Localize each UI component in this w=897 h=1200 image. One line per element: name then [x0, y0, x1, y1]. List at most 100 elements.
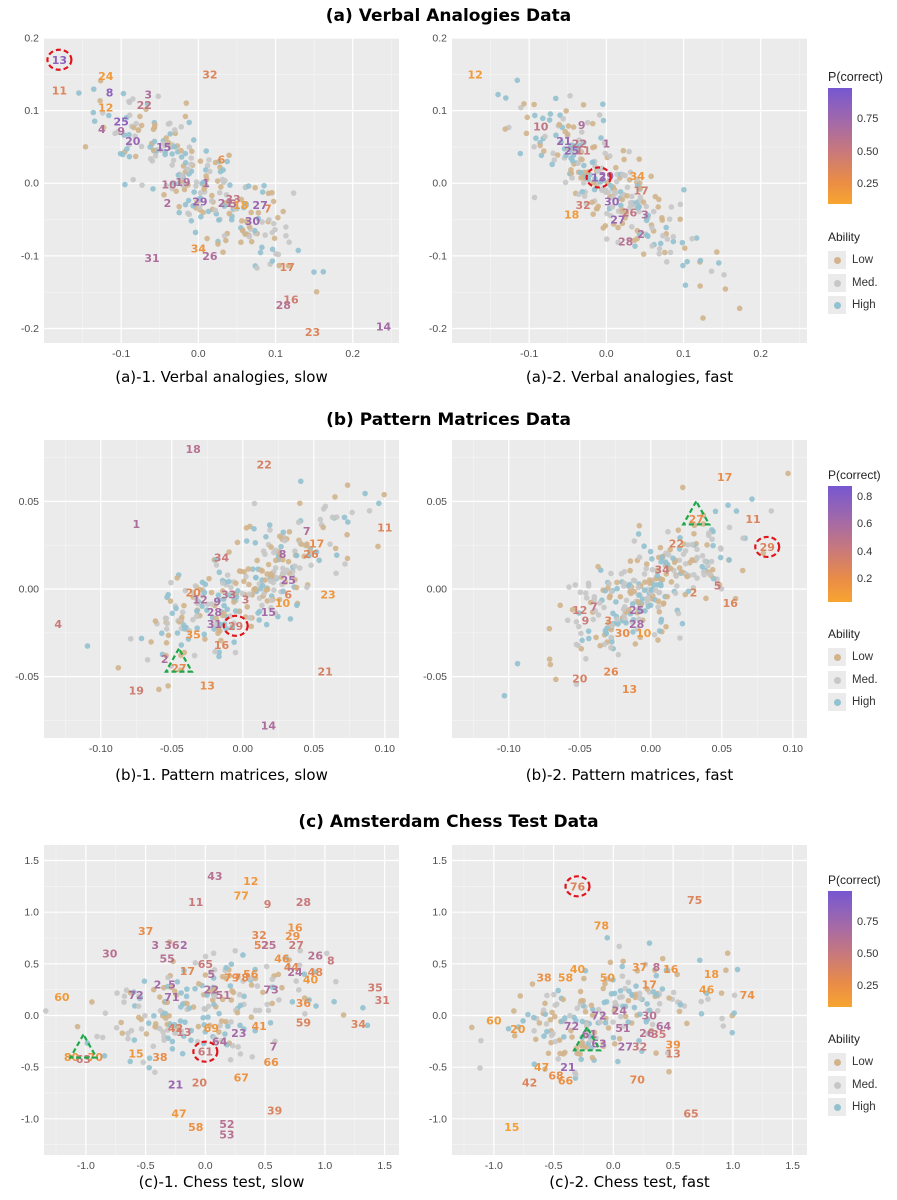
- person-dot: [127, 1058, 134, 1065]
- person-dot: [191, 189, 197, 195]
- person-dot: [251, 525, 257, 532]
- item-label: 29: [760, 541, 775, 554]
- item-label: 34: [630, 170, 646, 183]
- person-dot: [263, 533, 269, 540]
- x-tick-label: 0.00: [641, 743, 662, 755]
- person-dot: [239, 228, 246, 234]
- person-dot: [226, 152, 232, 159]
- person-dot: [317, 516, 324, 523]
- person-dot: [646, 1007, 653, 1014]
- person-dot: [768, 508, 775, 514]
- person-dot: [151, 1013, 157, 1019]
- person-dot: [550, 1030, 556, 1037]
- legend-c-tick-1: 0.75: [857, 916, 879, 928]
- y-tick-label: 1.5: [432, 855, 447, 867]
- person-dot: [259, 568, 265, 574]
- person-dot: [634, 183, 641, 189]
- person-dot: [160, 140, 166, 147]
- person-dot: [302, 1011, 308, 1017]
- person-dot: [293, 584, 300, 591]
- person-dot: [138, 635, 145, 642]
- person-dot: [665, 528, 671, 535]
- person-dot: [201, 1022, 207, 1028]
- person-dot: [194, 600, 201, 607]
- person-dot: [649, 225, 655, 231]
- person-dot: [197, 190, 204, 196]
- person-dot: [626, 148, 632, 155]
- person-dot: [267, 1019, 274, 1026]
- person-dot: [266, 522, 273, 528]
- person-dot: [289, 572, 296, 579]
- person-dot: [265, 561, 272, 568]
- item-label: 40: [570, 963, 586, 976]
- person-dot: [664, 236, 671, 242]
- person-dot: [734, 966, 741, 973]
- person-dot: [549, 161, 556, 168]
- person-dot: [591, 143, 598, 150]
- person-dot: [676, 546, 683, 552]
- person-dot: [628, 224, 635, 230]
- person-dot: [654, 1007, 661, 1014]
- person-dot: [675, 610, 682, 617]
- person-dot: [589, 1012, 596, 1018]
- item-label: 23: [231, 1027, 246, 1040]
- person-dot: [231, 639, 237, 645]
- y-tick-label: 0.2: [24, 33, 39, 45]
- person-dot: [249, 566, 256, 572]
- person-dot: [579, 188, 586, 195]
- item-label: 3: [604, 615, 612, 628]
- person-dot: [279, 556, 286, 563]
- person-dot: [123, 987, 130, 993]
- chart-c2-chess-fast: -1.0 -0.5 0.0 0.5 1.0 1.5 1.5 1.0 0.5 0.0 -0.5 -1.0…: [429, 845, 807, 1172]
- ability-med-swatch: [833, 676, 841, 684]
- person-dot: [163, 626, 170, 632]
- person-dot: [224, 1023, 231, 1030]
- person-dot: [252, 975, 259, 982]
- item-label: 8: [106, 86, 114, 99]
- x-tick-label: -0.1: [112, 348, 130, 360]
- person-dot: [697, 257, 704, 264]
- person-dot: [649, 1021, 656, 1028]
- person-dots: [469, 935, 741, 1081]
- item-label: 13: [176, 1026, 191, 1039]
- item-label: 9: [582, 615, 590, 628]
- item-label: 11: [52, 84, 67, 97]
- item-label: 15: [261, 606, 276, 619]
- item-label: 10: [636, 627, 652, 640]
- person-dot: [569, 158, 576, 164]
- person-dot: [249, 1054, 256, 1060]
- person-dot: [205, 1014, 211, 1020]
- person-dot: [511, 1032, 518, 1039]
- person-dot: [125, 1035, 131, 1042]
- item-label: 27: [618, 1041, 633, 1054]
- person-dot: [547, 1016, 554, 1023]
- person-dot: [121, 999, 127, 1005]
- item-label: 29: [599, 170, 614, 183]
- person-dot: [252, 1007, 259, 1014]
- person-dot: [578, 998, 584, 1004]
- person-dot: [202, 1029, 209, 1035]
- person-dot: [160, 1029, 166, 1035]
- person-dot: [564, 617, 571, 624]
- item-label: 16: [283, 293, 299, 306]
- person-dot: [600, 101, 606, 107]
- person-dot: [270, 198, 277, 205]
- person-dot: [342, 561, 348, 567]
- item-label: 51: [615, 1022, 630, 1035]
- person-dot: [188, 218, 195, 224]
- person-dot: [620, 1003, 626, 1010]
- person-dot: [600, 1042, 607, 1049]
- person-dot: [287, 616, 294, 622]
- person-dot: [169, 610, 176, 617]
- person-dot: [313, 289, 320, 295]
- person-dot: [238, 218, 245, 224]
- highlight-triangle: [681, 499, 712, 526]
- person-dot: [165, 139, 172, 146]
- item-label: 9: [117, 125, 125, 138]
- person-dot: [269, 572, 275, 579]
- person-dot: [644, 986, 650, 992]
- y-tick-label: -0.2: [21, 323, 39, 335]
- person-dot: [642, 579, 648, 585]
- person-dot: [196, 204, 203, 211]
- person-dot: [143, 106, 149, 113]
